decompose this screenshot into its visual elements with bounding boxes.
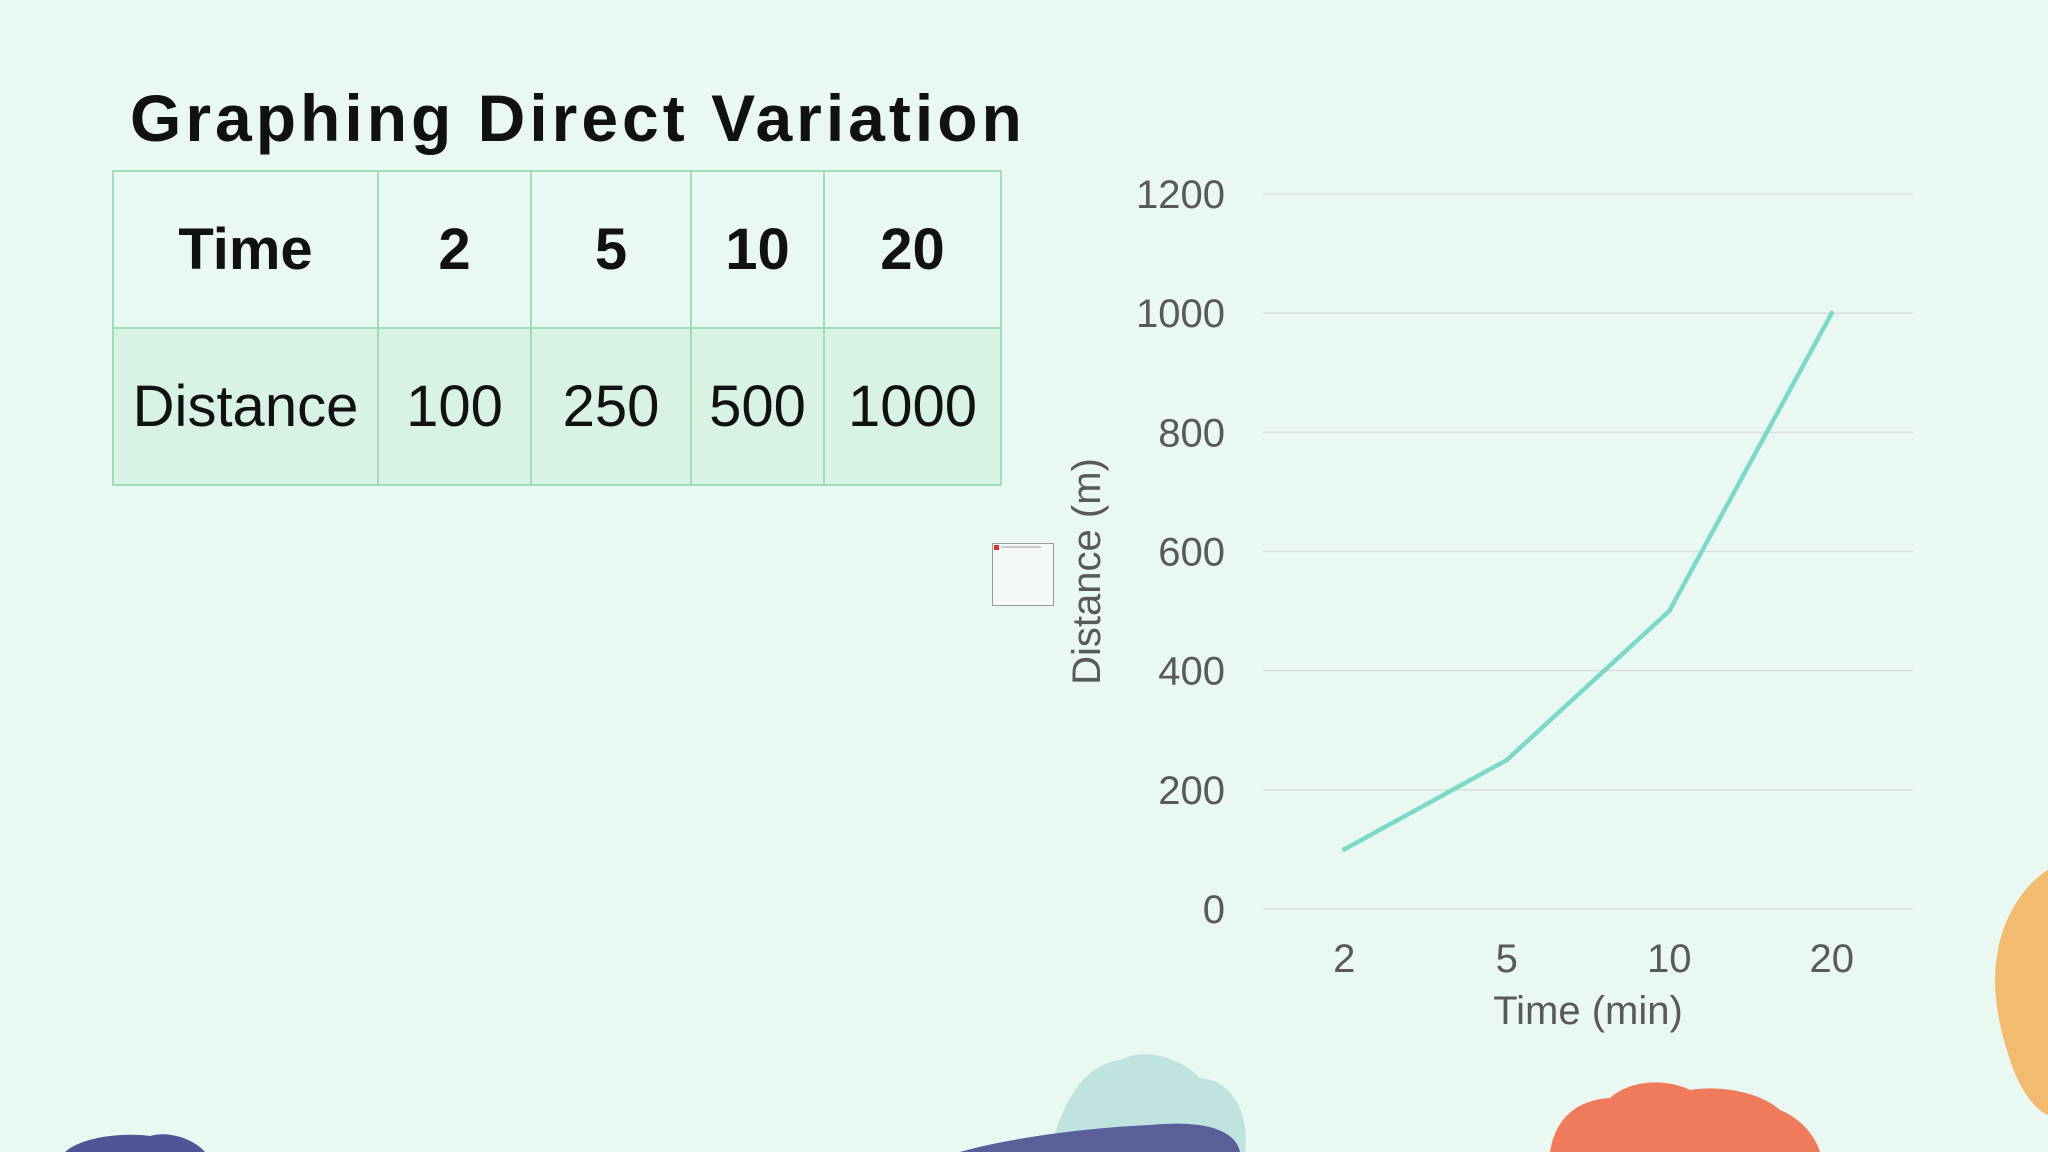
table-cell: Time (112, 170, 379, 329)
placeholder-caption-line (1001, 546, 1041, 548)
x-tick-label: 2 (1333, 937, 1355, 981)
table-cell: 100 (377, 327, 532, 486)
data-point (1341, 846, 1347, 852)
series-line (1342, 310, 1834, 852)
y-tick-label: 400 (1158, 650, 1225, 694)
table-row-time: Time 2 5 10 20 (112, 170, 1002, 329)
y-tick-label: 800 (1158, 411, 1225, 455)
broken-image-icon (994, 545, 999, 550)
broken-image-placeholder (992, 543, 1054, 606)
table-row-distance: Distance 100 250 500 1000 (112, 327, 1002, 486)
table-cell: 5 (530, 170, 692, 329)
x-tick-label: 20 (1810, 937, 1855, 981)
table-cell: 10 (690, 170, 825, 329)
x-tick-label: 10 (1647, 937, 1692, 981)
table-cell: 20 (823, 170, 1002, 329)
table-cell: 250 (530, 327, 692, 486)
y-tick-label: 1000 (1136, 292, 1225, 336)
y-tick-label: 600 (1158, 531, 1225, 575)
data-point (1666, 608, 1672, 614)
table-cell: Distance (112, 327, 379, 486)
bottom-center-dark-blob (960, 1123, 1240, 1152)
table-cell: 1000 (823, 327, 1002, 486)
x-tick-label: 5 (1496, 937, 1518, 981)
bottom-left-blob (65, 1134, 205, 1152)
table-cell: 2 (377, 170, 532, 329)
data-point (1504, 757, 1510, 763)
slide-title: Graphing Direct Variation (130, 81, 1026, 155)
y-tick-label: 1200 (1136, 173, 1225, 217)
bottom-right-orange-blob (1550, 1082, 1820, 1152)
x-axis-title: Time (min) (1493, 989, 1683, 1033)
line-chart: 0 200 400 600 800 1000 1200 2 5 10 20 Time (min) Dis… (1065, 173, 1913, 1033)
data-table: Time 2 5 10 20 Distance 100 250 500 1000 (112, 170, 1002, 486)
table-cell: 500 (690, 327, 825, 486)
y-axis-title: Distance (m) (1065, 458, 1109, 685)
y-tick-label: 0 (1203, 888, 1225, 932)
right-edge-yellow-blob (1995, 870, 2048, 1115)
data-point (1829, 310, 1835, 316)
y-tick-label: 200 (1158, 769, 1225, 813)
